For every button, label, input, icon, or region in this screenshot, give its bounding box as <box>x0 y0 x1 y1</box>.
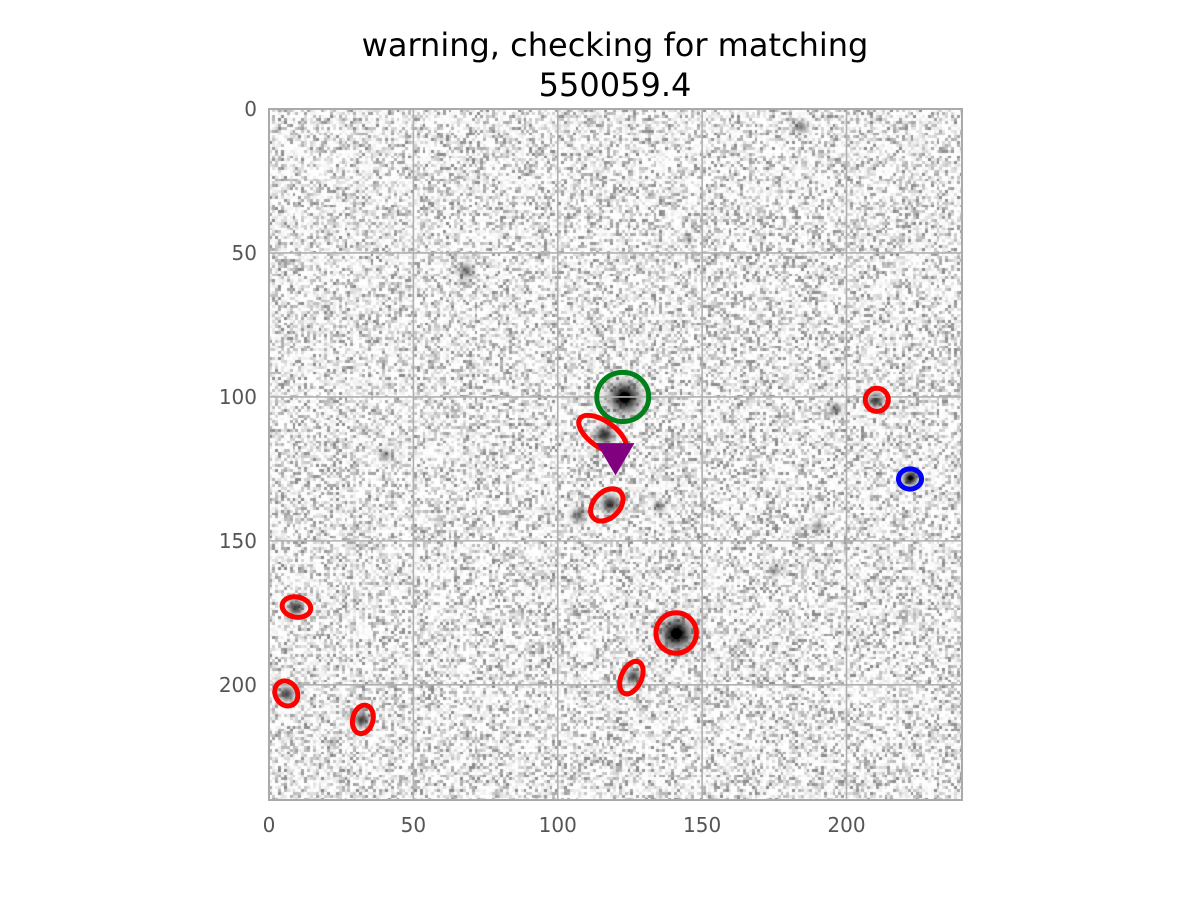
x-tick-label: 100 <box>539 813 577 837</box>
detection-ellipse <box>594 369 652 424</box>
x-tick-label: 150 <box>683 813 721 837</box>
y-tick-label: 0 <box>244 97 257 121</box>
x-tick-label: 50 <box>401 813 426 837</box>
image-area <box>269 109 962 800</box>
y-tick-label: 50 <box>232 241 257 265</box>
y-tick-labels: 0 50 100 150 200 <box>219 97 257 697</box>
detection-ellipse <box>895 466 925 492</box>
chart-title: warning, checking for matching <box>362 26 869 64</box>
detection-ellipse <box>279 594 314 620</box>
detection-ellipse <box>862 385 891 414</box>
detection-ellipse <box>653 610 699 656</box>
detection-ellipse <box>349 702 376 737</box>
y-tick-label: 100 <box>219 385 257 409</box>
y-tick-label: 150 <box>219 529 257 553</box>
detection-ellipse <box>588 486 626 524</box>
triangle-marker <box>596 443 635 476</box>
grid-lines <box>269 109 962 800</box>
axes-frame <box>268 108 963 801</box>
x-tick-labels: 0 50 100 150 200 <box>263 813 866 837</box>
chart-subtitle: 550059.4 <box>539 66 692 104</box>
x-tick-label: 200 <box>827 813 865 837</box>
detection-ellipse <box>272 678 301 709</box>
detection-ellipses <box>272 369 925 737</box>
marker-layer <box>596 443 635 476</box>
y-tick-label: 200 <box>219 673 257 697</box>
detection-ellipse <box>617 658 646 697</box>
x-tick-label: 0 <box>263 813 276 837</box>
